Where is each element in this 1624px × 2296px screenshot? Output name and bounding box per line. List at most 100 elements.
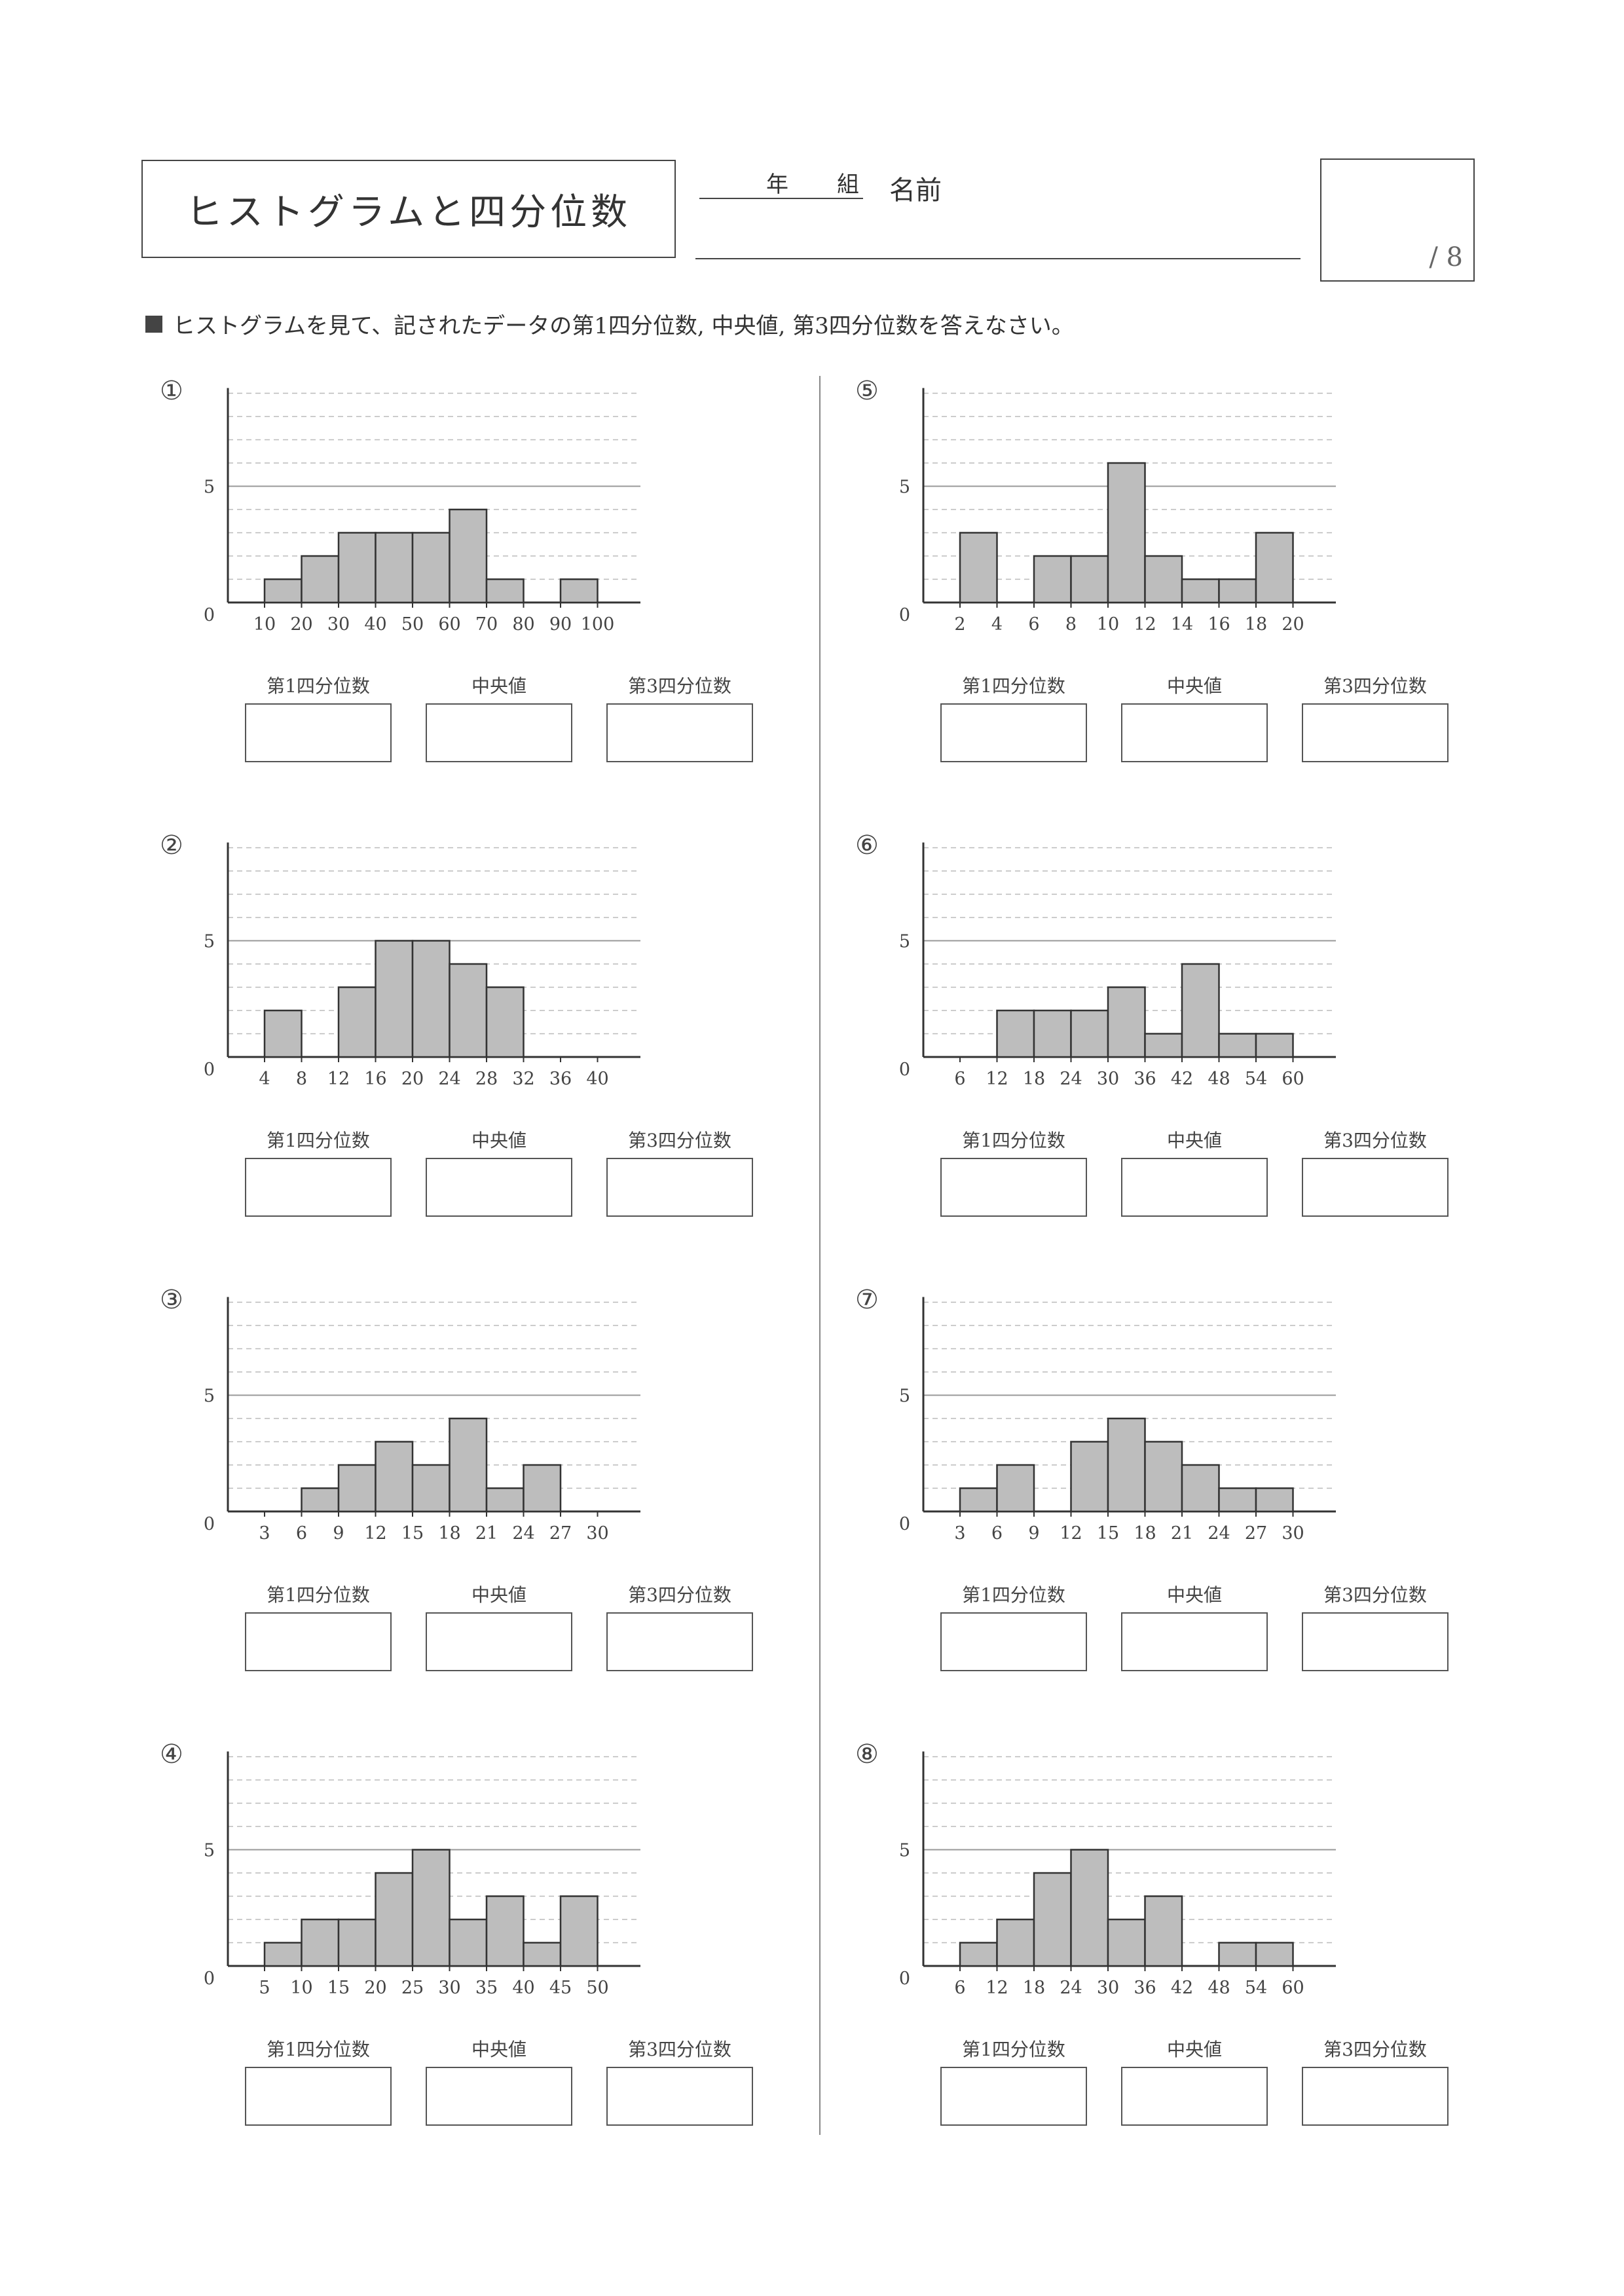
answer-label: 第3四分位数	[1323, 2039, 1427, 2060]
histogram-bar	[1144, 555, 1183, 604]
histogram-bar	[523, 1942, 562, 1967]
x-tick-label: 20	[401, 1069, 424, 1089]
answer-label: 中央値	[471, 1584, 526, 1606]
q3-answer-box[interactable]	[606, 2067, 753, 2126]
histogram-chart: 5 10 15 20 25 30 35 40 45 50 0 5	[204, 1751, 640, 1998]
histogram-bar	[375, 1441, 414, 1513]
x-tick-label: 12	[364, 1523, 386, 1544]
y-tick-label: 5	[899, 1841, 910, 1861]
histogram-bar	[1033, 1872, 1072, 1967]
answer-label: 第3四分位数	[628, 2039, 731, 2060]
histogram-bar	[411, 1464, 451, 1513]
histogram-bar	[301, 1487, 340, 1513]
answer-label: 中央値	[1166, 1130, 1222, 1151]
histogram-bar	[1033, 555, 1072, 604]
x-tick-label: 16	[1208, 614, 1230, 635]
q1-answer-box[interactable]	[940, 703, 1087, 762]
median-answer-box[interactable]	[426, 2067, 572, 2126]
median-answer-box[interactable]	[1121, 703, 1268, 762]
histogram-bar	[1033, 1009, 1072, 1058]
instruction-text: ヒストグラムを見て、記されたデータの第1四分位数, 中央値, 第3四分位数を答え…	[173, 313, 1074, 339]
answer-label: 中央値	[1166, 1584, 1222, 1606]
q1-answer-box[interactable]	[245, 2067, 392, 2126]
median-answer-box[interactable]	[426, 1612, 572, 1671]
instruction: ヒストグラムを見て、記されたデータの第1四分位数, 中央値, 第3四分位数を答え…	[145, 308, 1074, 340]
histogram-bar	[375, 940, 414, 1058]
problem-number: ⑥	[855, 830, 879, 861]
x-tick-label: 12	[1134, 614, 1156, 635]
q1-answer-box[interactable]	[940, 1612, 1087, 1671]
histogram-bar	[411, 940, 451, 1058]
q1-answer-box[interactable]	[245, 1158, 392, 1217]
problem-number: ③	[160, 1285, 183, 1315]
q3-answer-box[interactable]	[606, 1612, 753, 1671]
histogram-bar	[1107, 1417, 1146, 1513]
problem-5: ⑤ 2 4 6 8 10 12 14 16 18 20 0 5 第1四分位数 中央値 第3四分位数	[855, 376, 1510, 828]
median-answer-box[interactable]	[426, 703, 572, 762]
name-line[interactable]	[695, 258, 1301, 259]
y-tick-label: 0	[204, 1514, 215, 1534]
x-tick-label: 50	[401, 614, 424, 635]
x-tick-label: 15	[1097, 1523, 1119, 1544]
answer-label: 第1四分位数	[962, 2039, 1065, 2060]
y-tick-label: 0	[204, 605, 215, 625]
answer-label: 第3四分位数	[628, 1584, 731, 1606]
x-tick-label: 50	[586, 1978, 608, 1998]
q3-answer-box[interactable]	[1302, 703, 1449, 762]
x-tick-label: 30	[1097, 1069, 1119, 1089]
y-tick-label: 0	[899, 1514, 910, 1534]
histogram-bar	[1218, 1942, 1257, 1967]
x-tick-label: 80	[512, 614, 534, 635]
q1-answer-box[interactable]	[245, 1612, 392, 1671]
median-answer-box[interactable]	[1121, 1158, 1268, 1217]
q1-answer-box[interactable]	[940, 2067, 1087, 2126]
histogram-bar	[263, 578, 303, 604]
q1-answer-box[interactable]	[245, 703, 392, 762]
histogram-bar	[337, 532, 377, 604]
x-tick-label: 40	[512, 1978, 534, 1998]
q3-answer-box[interactable]	[606, 1158, 753, 1217]
histogram-bar	[301, 1918, 340, 1967]
score-box[interactable]: / 8	[1320, 158, 1475, 282]
q3-answer-box[interactable]	[606, 703, 753, 762]
problem-number: ⑧	[855, 1739, 879, 1769]
median-answer-box[interactable]	[1121, 2067, 1268, 2126]
median-answer-box[interactable]	[426, 1158, 572, 1217]
x-tick-label: 6	[991, 1523, 1003, 1544]
problem-number: ②	[160, 830, 183, 861]
x-tick-label: 30	[438, 1978, 460, 1998]
answer-label: 第1四分位数	[267, 1584, 370, 1606]
answer-label: 第3四分位数	[1323, 1130, 1427, 1151]
answer-label: 第1四分位数	[962, 675, 1065, 697]
x-tick-label: 24	[438, 1069, 460, 1089]
x-tick-label: 27	[1245, 1523, 1267, 1544]
x-tick-label: 32	[512, 1069, 534, 1089]
answer-label: 第1四分位数	[962, 1584, 1065, 1606]
histogram-bar	[559, 1895, 599, 1967]
q3-answer-box[interactable]	[1302, 2067, 1449, 2126]
answer-label: 中央値	[471, 1130, 526, 1151]
median-answer-box[interactable]	[1121, 1612, 1268, 1671]
x-tick-label: 18	[438, 1523, 460, 1544]
histogram-bar	[449, 1918, 488, 1967]
x-tick-label: 9	[1028, 1523, 1039, 1544]
x-tick-label: 30	[1097, 1978, 1119, 1998]
q3-answer-box[interactable]	[1302, 1158, 1449, 1217]
x-tick-label: 10	[290, 1978, 312, 1998]
x-tick-label: 6	[296, 1523, 307, 1544]
x-tick-label: 60	[1282, 1978, 1304, 1998]
x-tick-label: 24	[1208, 1523, 1230, 1544]
q3-answer-box[interactable]	[1302, 1612, 1449, 1671]
x-tick-label: 12	[327, 1069, 350, 1089]
histogram-bar	[1144, 1895, 1183, 1967]
q1-answer-box[interactable]	[940, 1158, 1087, 1217]
histogram-bar	[1218, 578, 1257, 604]
y-tick-label: 0	[899, 1060, 910, 1080]
answer-label: 中央値	[1166, 2039, 1222, 2060]
x-tick-label: 54	[1245, 1978, 1267, 1998]
x-tick-label: 20	[1282, 614, 1304, 635]
x-tick-label: 12	[986, 1069, 1008, 1089]
x-tick-label: 15	[327, 1978, 350, 1998]
x-tick-label: 21	[475, 1523, 498, 1544]
histogram-bar	[411, 532, 451, 604]
